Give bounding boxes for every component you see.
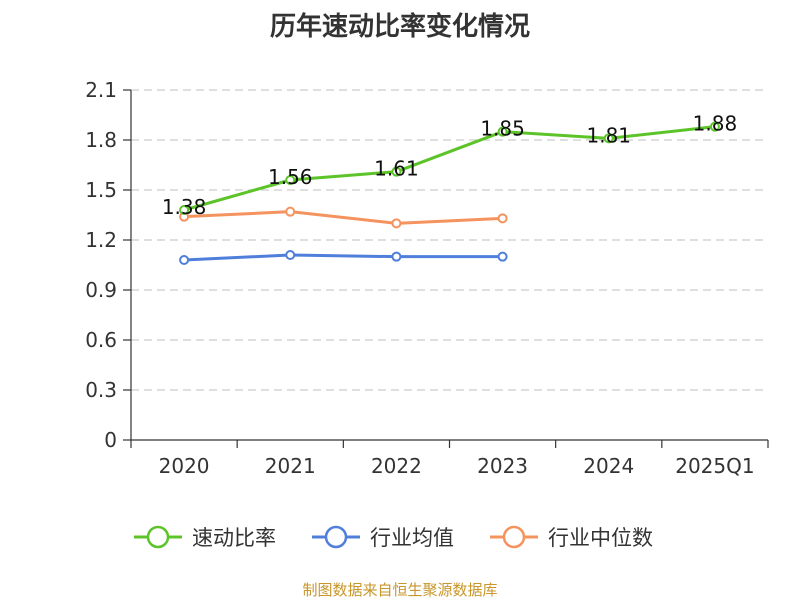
x-tick-label-1: 2021 <box>265 454 316 478</box>
legend-marker-2 <box>502 525 526 549</box>
y-tick-label-6: 1.8 <box>85 128 117 152</box>
y-tick-label-4: 1.2 <box>85 228 117 252</box>
legend-marker-0 <box>146 525 170 549</box>
data-label-1: 1.56 <box>268 165 313 189</box>
series-1-point-3 <box>497 251 508 262</box>
series-2-point-2 <box>391 218 402 229</box>
data-label-3: 1.85 <box>480 117 525 141</box>
series-line-2 <box>184 210 503 225</box>
data-label-0: 1.38 <box>162 195 207 219</box>
legend-item-0[interactable]: 速动比率 <box>134 525 276 550</box>
legend-label-0: 速动比率 <box>192 526 276 550</box>
series-2-point-1 <box>285 206 296 217</box>
data-label-2: 1.61 <box>374 157 419 181</box>
series-1-point-1 <box>285 250 296 260</box>
x-tick-label-5: 2025Q1 <box>675 454 754 478</box>
series-0-point-4 <box>603 133 614 144</box>
series-0-point-2 <box>391 166 402 177</box>
y-tick-label-1: 0.3 <box>85 378 117 402</box>
series-line-1 <box>184 253 503 262</box>
legend: 速动比率 行业均值 行业中位数 <box>134 525 653 550</box>
legend-label-1: 行业均值 <box>370 526 454 550</box>
x-tick-label-3: 2023 <box>477 454 528 478</box>
y-tick-label-2: 0.6 <box>85 328 117 352</box>
series-0-point-1 <box>285 175 296 185</box>
y-tick-label-7: 2.1 <box>85 78 117 102</box>
series-0-point-5 <box>709 121 720 132</box>
x-tick-label-0: 2020 <box>159 454 210 478</box>
series-1-point-0 <box>179 255 190 265</box>
legend-item-1[interactable]: 行业均值 <box>312 525 454 550</box>
axes: 0 0.3 0.6 0.9 1.2 1.5 1.8 2.1 2020 2021 2022 2023 20… <box>85 78 769 478</box>
x-tick-label-2: 2022 <box>371 454 422 478</box>
gridlines <box>131 89 768 391</box>
series-0-point-3 <box>497 126 508 137</box>
legend-label-2: 行业中位数 <box>548 526 653 550</box>
series-0-point-0 <box>179 205 190 215</box>
y-tick-label-5: 1.5 <box>85 178 117 202</box>
data-labels: 1.38 1.56 1.61 1.85 1.81 1.88 <box>162 112 737 219</box>
legend-item-2[interactable]: 行业中位数 <box>490 525 653 550</box>
source-note: 制图数据来自恒生聚源数据库 <box>302 581 498 599</box>
data-label-4: 1.81 <box>586 123 631 147</box>
legend-marker-1 <box>324 525 348 549</box>
series-1-point-2 <box>391 251 402 262</box>
data-label-5: 1.88 <box>693 112 738 136</box>
y-tick-label-0: 0 <box>104 428 117 452</box>
chart-title: 历年速动比率变化情况 <box>269 12 530 42</box>
series-2-point-3 <box>497 213 508 224</box>
series-line-0 <box>183 125 716 212</box>
series <box>179 121 720 265</box>
y-tick-label-3: 0.9 <box>85 278 117 302</box>
x-tick-label-4: 2024 <box>583 454 634 478</box>
